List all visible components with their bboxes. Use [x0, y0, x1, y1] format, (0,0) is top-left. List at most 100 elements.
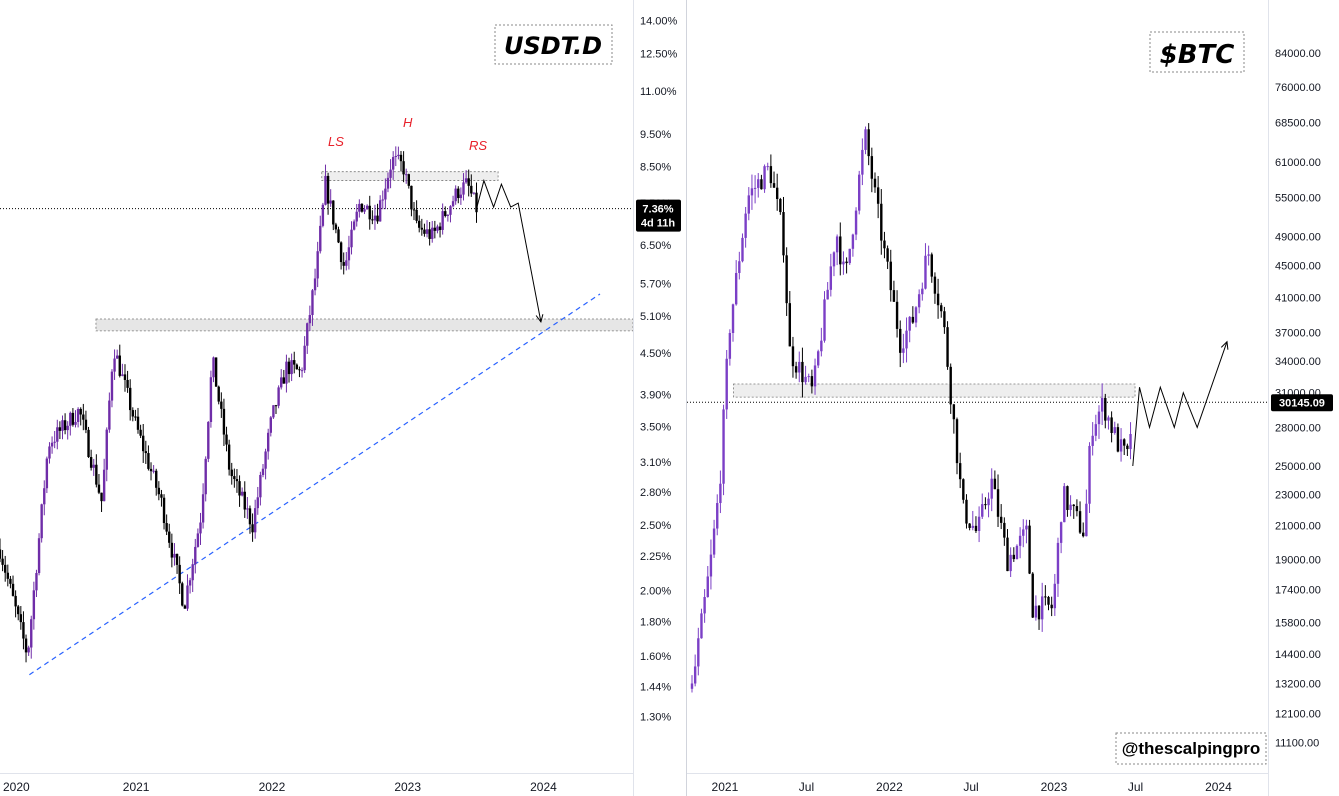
- candle-body: [974, 525, 978, 531]
- candle-body: [9, 578, 12, 584]
- y-tick-label: 2.25%: [640, 551, 671, 563]
- candle-body: [965, 499, 968, 524]
- candle-body: [199, 522, 202, 534]
- candle-body: [404, 174, 408, 176]
- candle-body: [1012, 554, 1016, 560]
- y-tick-label: 49000.00: [1275, 232, 1321, 244]
- candle-body: [134, 416, 137, 418]
- candle-body: [69, 412, 72, 426]
- candle-body: [175, 553, 179, 565]
- candle-body: [955, 419, 959, 464]
- candle-body: [791, 346, 795, 367]
- candle-body: [423, 229, 426, 234]
- candle-body: [308, 315, 312, 324]
- candle-body: [1028, 525, 1031, 574]
- candle-body: [1107, 417, 1110, 421]
- candle-body: [697, 638, 700, 667]
- y-tick-label: 14400.00: [1275, 649, 1321, 661]
- y-tick-label: 41000.00: [1275, 292, 1321, 304]
- candle-body: [295, 364, 299, 370]
- candle-body: [700, 613, 703, 639]
- candle-body: [1123, 439, 1126, 446]
- btc-pane[interactable]: 84000.00 76000.00 68500.00 61000.00 55000.00…: [687, 31, 1333, 794]
- candle-body: [235, 479, 239, 482]
- candle-body: [470, 185, 473, 194]
- candle-body: [870, 156, 874, 179]
- candle-body: [880, 203, 883, 241]
- candle-body: [1113, 427, 1116, 433]
- candle-body: [769, 166, 773, 184]
- candle-body: [209, 377, 213, 422]
- candle-body: [1056, 542, 1060, 584]
- candle-body: [350, 229, 353, 248]
- candle-body: [1088, 445, 1091, 504]
- candle-body: [126, 379, 129, 388]
- y-tick-label: 2.80%: [640, 487, 671, 499]
- candle-body: [290, 360, 293, 375]
- candle-body: [958, 463, 962, 480]
- candle-body: [851, 234, 855, 249]
- candle-body: [397, 154, 400, 157]
- candle-body: [168, 531, 171, 543]
- candle-body: [115, 355, 119, 359]
- usdt-dominance-pane[interactable]: 14.00%12.50%11.00%9.50%8.50%7.50%6.50%5.…: [0, 15, 681, 794]
- last-price-badge: [1271, 394, 1333, 412]
- candle-body: [952, 404, 956, 420]
- candle-body: [829, 266, 833, 290]
- candle-body: [378, 200, 382, 222]
- candle-body: [457, 188, 460, 199]
- candle-body: [984, 504, 987, 506]
- x-tick-label: 2022: [876, 780, 903, 794]
- x-tick-label: 2021: [123, 780, 150, 794]
- candle-body: [324, 175, 327, 205]
- candle-body: [917, 294, 921, 308]
- x-tick-label: Jul: [1128, 780, 1143, 794]
- bar-countdown: 4d 11h: [641, 218, 676, 230]
- candle-body: [399, 154, 403, 162]
- candle-body: [191, 564, 194, 581]
- y-tick-label: 14.00%: [640, 15, 678, 27]
- candle-body: [1009, 554, 1012, 572]
- candle-body: [1085, 503, 1088, 537]
- candle-body: [835, 236, 839, 253]
- candle-body: [277, 387, 280, 406]
- candle-body: [222, 408, 226, 435]
- candle-body: [832, 252, 836, 267]
- y-tick-label: 11.00%: [640, 86, 677, 98]
- candle-body: [1022, 529, 1025, 536]
- candle-body: [1126, 445, 1129, 450]
- candle-body: [472, 192, 476, 194]
- candle-body: [864, 129, 867, 150]
- candle-body: [220, 401, 223, 409]
- candle-body: [1006, 537, 1009, 572]
- y-tick-label: 6.50%: [640, 240, 671, 252]
- candle-body: [839, 236, 842, 265]
- candle-body: [1116, 427, 1120, 452]
- y-tick-label: 11100.00: [1275, 738, 1319, 750]
- candle-body: [233, 476, 236, 480]
- candle-body: [813, 365, 817, 387]
- candle-body: [738, 261, 741, 273]
- candle-body: [84, 419, 88, 430]
- candle-body: [977, 516, 981, 531]
- candle-body: [889, 261, 892, 291]
- projection-arrowhead: [1220, 340, 1229, 350]
- candle-body: [788, 303, 792, 347]
- candle-body: [365, 205, 369, 210]
- candle-body: [709, 554, 713, 577]
- candle-body: [428, 229, 431, 239]
- candle-body: [14, 595, 17, 607]
- candle-body: [779, 199, 782, 213]
- x-tick-label: 2024: [530, 780, 557, 794]
- candle-body: [801, 361, 804, 383]
- candle-body: [248, 508, 252, 525]
- y-tick-label: 45000.00: [1275, 261, 1321, 273]
- candle-body: [971, 525, 974, 528]
- candle-body: [861, 149, 864, 175]
- candle-body: [71, 412, 75, 425]
- y-tick-label: 61000.00: [1275, 157, 1321, 169]
- candle-body: [17, 606, 20, 615]
- candle-body: [40, 504, 43, 539]
- y-tick-label: 15800.00: [1275, 617, 1321, 629]
- y-tick-label: 13200.00: [1275, 679, 1321, 691]
